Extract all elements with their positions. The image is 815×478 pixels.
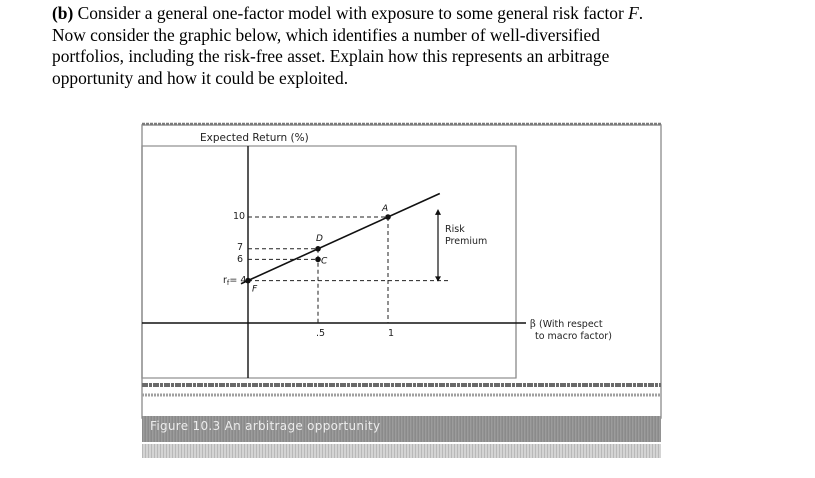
x-tick-1: 1 (388, 328, 394, 339)
question-line-1: (b) Consider a general one-factor model … (52, 3, 802, 25)
rf-subscript: f (227, 279, 230, 287)
point-c (315, 256, 321, 263)
chart-layer: F C D A (240, 192, 450, 323)
question-line-4: opportunity and how it could be exploite… (52, 67, 349, 88)
security-market-line (240, 192, 441, 285)
point-label-a: A (381, 204, 388, 214)
rf-label: rf= 4 (223, 275, 246, 287)
point-a (385, 214, 391, 220)
point-label-d: D (316, 234, 323, 244)
figure-frame (141, 124, 662, 419)
risk-premium-arrowhead-bottom (435, 276, 441, 282)
x-axis-label-2: to macro factor) (535, 331, 612, 342)
x-axis-label-1: (With respect (539, 319, 603, 330)
question-label: (b) (52, 3, 74, 23)
risk-premium-arrowhead-top (435, 209, 441, 215)
caption-shadow (142, 444, 661, 458)
factor-symbol: F (628, 3, 639, 23)
risk-premium-label-2: Premium (445, 236, 487, 247)
question-line-1-end: . (638, 3, 644, 23)
x-axis-beta-symbol: β (530, 319, 536, 330)
point-label-c: C (321, 256, 328, 266)
question-line-3: portfolios, including the risk-free asse… (52, 46, 610, 66)
question-text: (b) Consider a general one-factor model … (52, 3, 802, 89)
caption-bar (142, 416, 661, 442)
point-f (245, 277, 251, 284)
point-d (315, 246, 321, 252)
question-line-1-text: Consider a general one-factor model with… (73, 3, 629, 23)
risk-premium-label-1: Risk (445, 224, 465, 235)
y-tick-10: 10 (233, 211, 245, 222)
x-tick-0-5: .5 (316, 328, 325, 339)
y-axis-title: Expected Return (%) (200, 132, 309, 144)
y-tick-7: 7 (237, 242, 243, 253)
rf-value: = 4 (229, 275, 246, 286)
rf-symbol: r (223, 275, 227, 286)
figure-caption: Figure 10.3 An arbitrage opportunity (150, 419, 381, 433)
point-label-f: F (252, 285, 258, 295)
y-tick-6: 6 (237, 254, 243, 265)
question-line-2: Now consider the graphic below, which id… (52, 24, 600, 45)
